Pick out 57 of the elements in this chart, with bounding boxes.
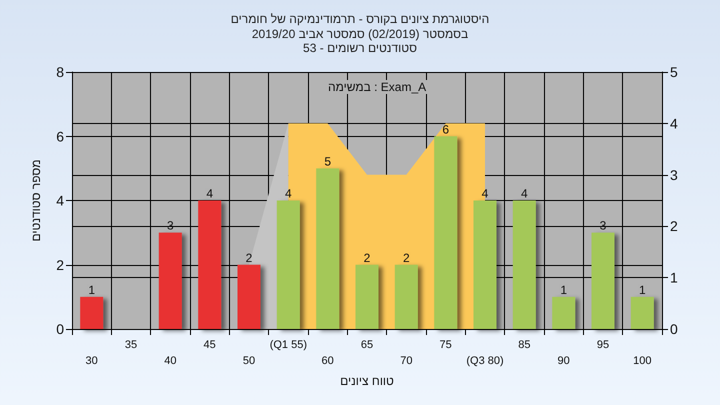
data-label: 1: [560, 282, 568, 297]
x-tick-label: 60: [322, 355, 334, 367]
y2-tick-label: 4: [670, 115, 678, 132]
bar: [158, 232, 182, 329]
y2-tick-label: 2: [670, 218, 678, 234]
y-tick-label: 6: [56, 128, 64, 144]
y-tick-label: 0: [56, 321, 64, 337]
bar: [552, 296, 576, 329]
data-label: 4: [284, 186, 292, 200]
x-tick-label: (Q1 55): [270, 339, 307, 351]
x-tick-label: 50: [242, 355, 256, 367]
x-tick-label: 35: [124, 339, 138, 351]
data-label: 1: [88, 282, 96, 297]
bar: [394, 264, 418, 329]
data-label: 4: [482, 186, 489, 200]
x-tick-label: (Q3 80): [466, 355, 504, 367]
x-tick-label: 45: [204, 339, 216, 351]
bar: [356, 264, 378, 329]
chart-title: היסטוגרמת ציונים בקורס - תרמודינמיקה של חומרים: [230, 12, 490, 26]
data-label: 1: [638, 282, 646, 297]
bar: [630, 296, 654, 329]
chart-subtitle: בסמסטר (02/2019) סמסטר אביב 2019/20 סטודנטים רשומים - 53: [252, 27, 468, 55]
x-tick-label: 95: [596, 339, 610, 351]
y-tick-label: 8: [56, 64, 64, 80]
y-axis-title: מספר סטודנטים: [29, 159, 43, 242]
data-label: 4: [206, 186, 214, 200]
bar: [276, 200, 300, 329]
x-tick-label: 85: [518, 339, 530, 351]
bar: [434, 136, 458, 329]
data-label: 2: [364, 250, 371, 265]
x-tick-label: 75: [440, 339, 452, 351]
data-label: 2: [246, 250, 253, 265]
x-tick-label: 70: [400, 355, 412, 367]
bar: [474, 200, 496, 329]
y-tick-label: 2: [56, 256, 64, 273]
bar: [512, 200, 536, 329]
data-label: 5: [324, 154, 332, 168]
y2-tick-label: 3: [670, 166, 678, 183]
x-tick-label: 90: [558, 355, 570, 367]
bar: [238, 264, 260, 329]
data-label: 2: [402, 250, 410, 265]
bar: [198, 200, 222, 329]
data-label: 6: [442, 122, 450, 136]
bar: [316, 168, 340, 329]
y2-tick-label: 0: [670, 321, 678, 337]
bar: [592, 232, 614, 329]
x-tick-label: 65: [360, 339, 374, 351]
data-label: 4: [520, 186, 528, 200]
y2-tick-label: 5: [670, 64, 678, 80]
y2-tick-label: 1: [670, 270, 678, 286]
x-tick-label: 40: [164, 355, 176, 367]
x-tick-label: 30: [86, 355, 98, 367]
x-axis-title: טווח ציונים: [340, 374, 394, 388]
x-tick-label: 100: [633, 355, 652, 367]
y-tick-label: 4: [56, 192, 64, 208]
bar: [80, 296, 104, 329]
annotation: במשימה : Exam_A: [328, 80, 426, 94]
